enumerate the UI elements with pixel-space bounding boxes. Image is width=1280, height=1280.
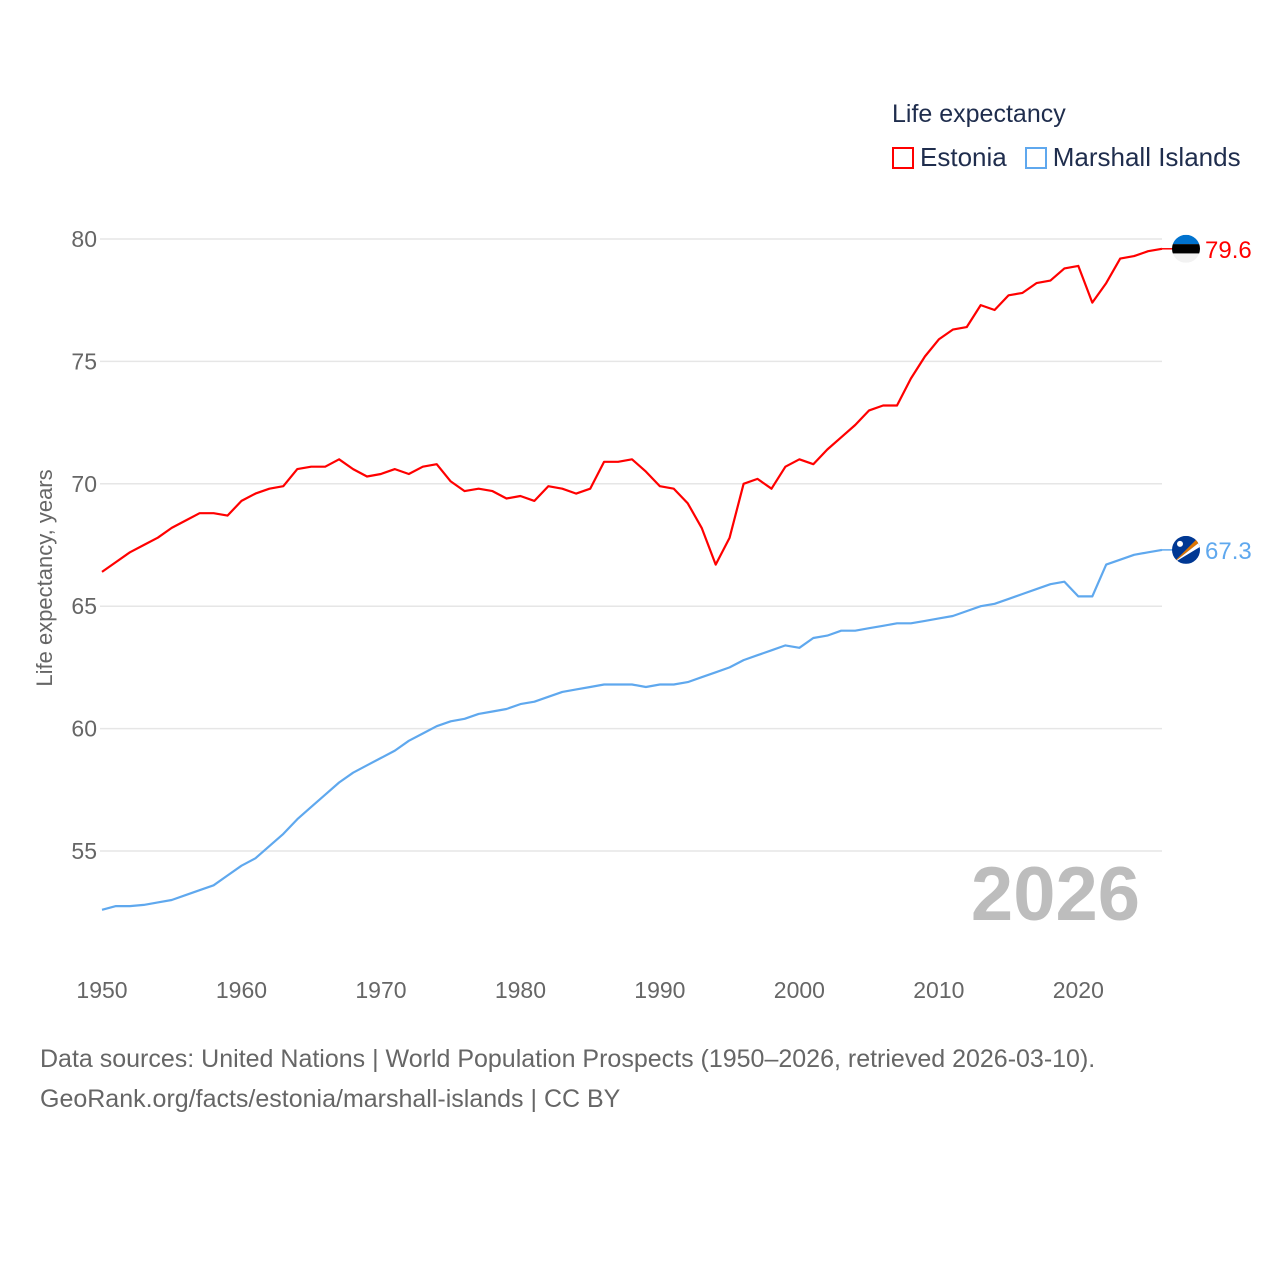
y-tick-label: 65 (71, 593, 97, 619)
estonia-flag-icon (1172, 234, 1200, 263)
y-tick-label: 70 (71, 471, 97, 497)
x-tick-label: 1990 (634, 977, 685, 1003)
x-tick-label: 2000 (774, 977, 825, 1003)
series-line-marshall-islands (101, 548, 1163, 911)
y-tick-label: 80 (71, 226, 97, 252)
y-tick-label: 75 (71, 348, 97, 374)
legend-label-estonia: Estonia (920, 142, 1007, 172)
x-tick-label: 2010 (913, 977, 964, 1003)
legend: Estonia Marshall Islands (892, 142, 1259, 173)
y-tick-label: 60 (71, 716, 97, 742)
series-line-estonia (101, 247, 1163, 573)
year-watermark: 2026 (971, 852, 1140, 937)
legend-item-marshall-islands[interactable]: Marshall Islands (1024, 142, 1241, 173)
legend-label-marshall-islands: Marshall Islands (1052, 142, 1241, 172)
legend-item-estonia[interactable]: Estonia (892, 142, 1007, 173)
y-axis-label: Life expectancy, years (32, 469, 57, 686)
legend-swatch-estonia (892, 146, 914, 169)
marshall-islands-flag-icon (1172, 535, 1200, 564)
x-tick-label: 1950 (76, 977, 127, 1003)
end-value-label: 67.3 (1205, 538, 1252, 565)
x-tick-label: 2020 (1053, 977, 1104, 1003)
x-tick-label: 1960 (216, 977, 267, 1003)
end-value-label: 79.6 (1205, 237, 1252, 264)
legend-swatch-marshall-islands (1024, 146, 1047, 169)
footer-sources: Data sources: United Nations | World Pop… (40, 1045, 1096, 1073)
footer-credit: GeoRank.org/facts/estonia/marshall-islan… (40, 1085, 621, 1113)
y-tick-label: 55 (71, 838, 97, 864)
x-tick-label: 1980 (495, 977, 546, 1003)
x-tick-label: 1970 (355, 977, 406, 1003)
legend-title: Life expectancy (892, 100, 1066, 128)
